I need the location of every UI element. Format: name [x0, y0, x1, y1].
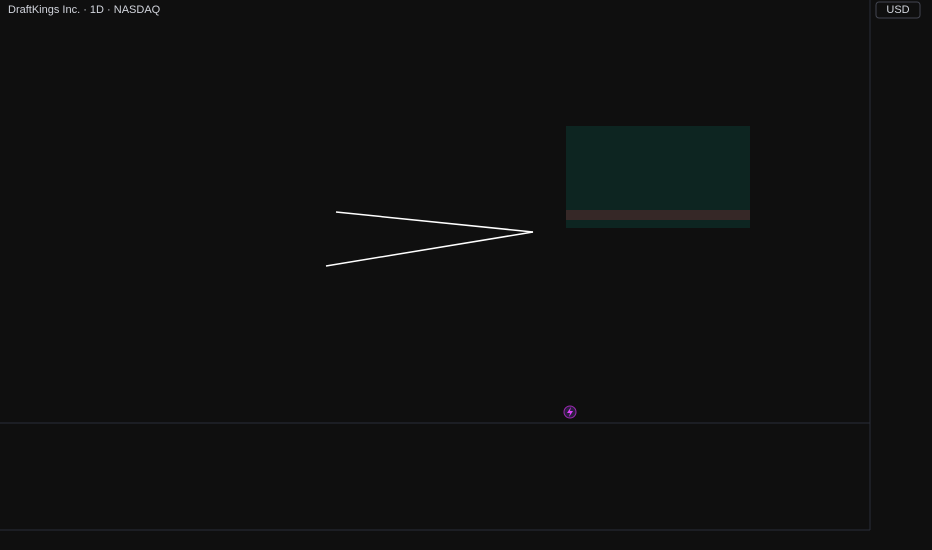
- position-shade: [566, 126, 750, 228]
- currency-button[interactable]: [875, 1, 921, 19]
- trend-line: [335, 211, 534, 233]
- position-shade-loss: [566, 210, 750, 220]
- event-icon-bolt: [567, 407, 573, 417]
- currency-label[interactable]: USD: [886, 4, 909, 16]
- trend-line: [325, 231, 534, 267]
- chart-title: DraftKings Inc. · 1D · NASDAQ: [8, 4, 161, 16]
- price-axis: [870, 0, 932, 550]
